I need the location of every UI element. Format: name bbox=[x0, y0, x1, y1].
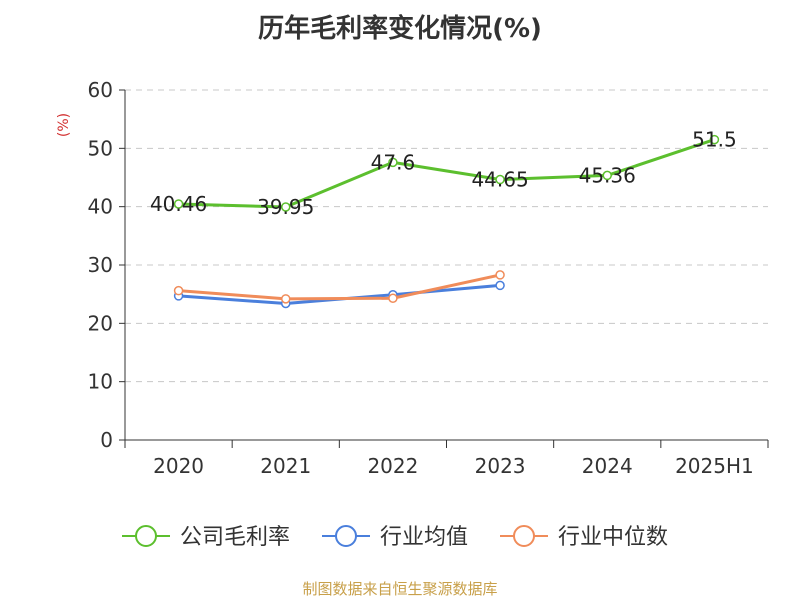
data-label: 45.36 bbox=[579, 163, 636, 187]
source-note: 制图数据来自恒生聚源数据库 bbox=[302, 580, 498, 598]
series-line-0 bbox=[178, 138, 715, 209]
data-point bbox=[173, 285, 184, 296]
data-point bbox=[281, 294, 291, 304]
data-point bbox=[281, 202, 291, 212]
data-label: 39.95 bbox=[257, 195, 314, 219]
data-point bbox=[388, 157, 398, 168]
y-tick-label: 0 bbox=[100, 428, 113, 452]
y-tick-label: 10 bbox=[88, 370, 113, 394]
data-point bbox=[495, 270, 505, 280]
legend-marker bbox=[135, 525, 157, 547]
y-tick-label: 60 bbox=[88, 78, 113, 102]
y-axis-label: (%) bbox=[56, 113, 72, 137]
legend-marker bbox=[513, 525, 535, 547]
data-label: 51.5 bbox=[692, 128, 737, 152]
data-label: 44.65 bbox=[471, 168, 528, 192]
x-tick-label: 2022 bbox=[367, 454, 418, 478]
y-tick-label: 30 bbox=[88, 253, 113, 277]
data-point bbox=[602, 170, 612, 181]
legend-marker bbox=[335, 525, 357, 547]
x-tick-label: 2021 bbox=[260, 454, 311, 478]
legend-label: 行业均值 bbox=[380, 525, 468, 550]
chart-title: 历年毛利率变化情况(%) bbox=[258, 14, 542, 44]
series-line-2 bbox=[178, 273, 501, 301]
data-point bbox=[388, 293, 398, 303]
y-tick-label: 40 bbox=[88, 195, 113, 219]
x-tick-label: 2020 bbox=[153, 454, 204, 478]
data-point bbox=[495, 174, 505, 185]
x-tick-label: 2024 bbox=[582, 454, 633, 478]
data-label: 40.46 bbox=[150, 192, 207, 216]
data-point bbox=[173, 199, 184, 209]
x-tick-label: 2023 bbox=[475, 454, 526, 478]
y-tick-label: 50 bbox=[88, 136, 113, 160]
legend-label: 公司毛利率 bbox=[180, 525, 290, 550]
legend-label: 行业中位数 bbox=[558, 525, 668, 550]
x-tick-label: 2025H1 bbox=[675, 454, 754, 478]
data-point bbox=[709, 134, 720, 145]
data-point bbox=[495, 280, 505, 291]
data-label: 47.6 bbox=[371, 150, 416, 174]
y-tick-label: 20 bbox=[88, 311, 113, 335]
